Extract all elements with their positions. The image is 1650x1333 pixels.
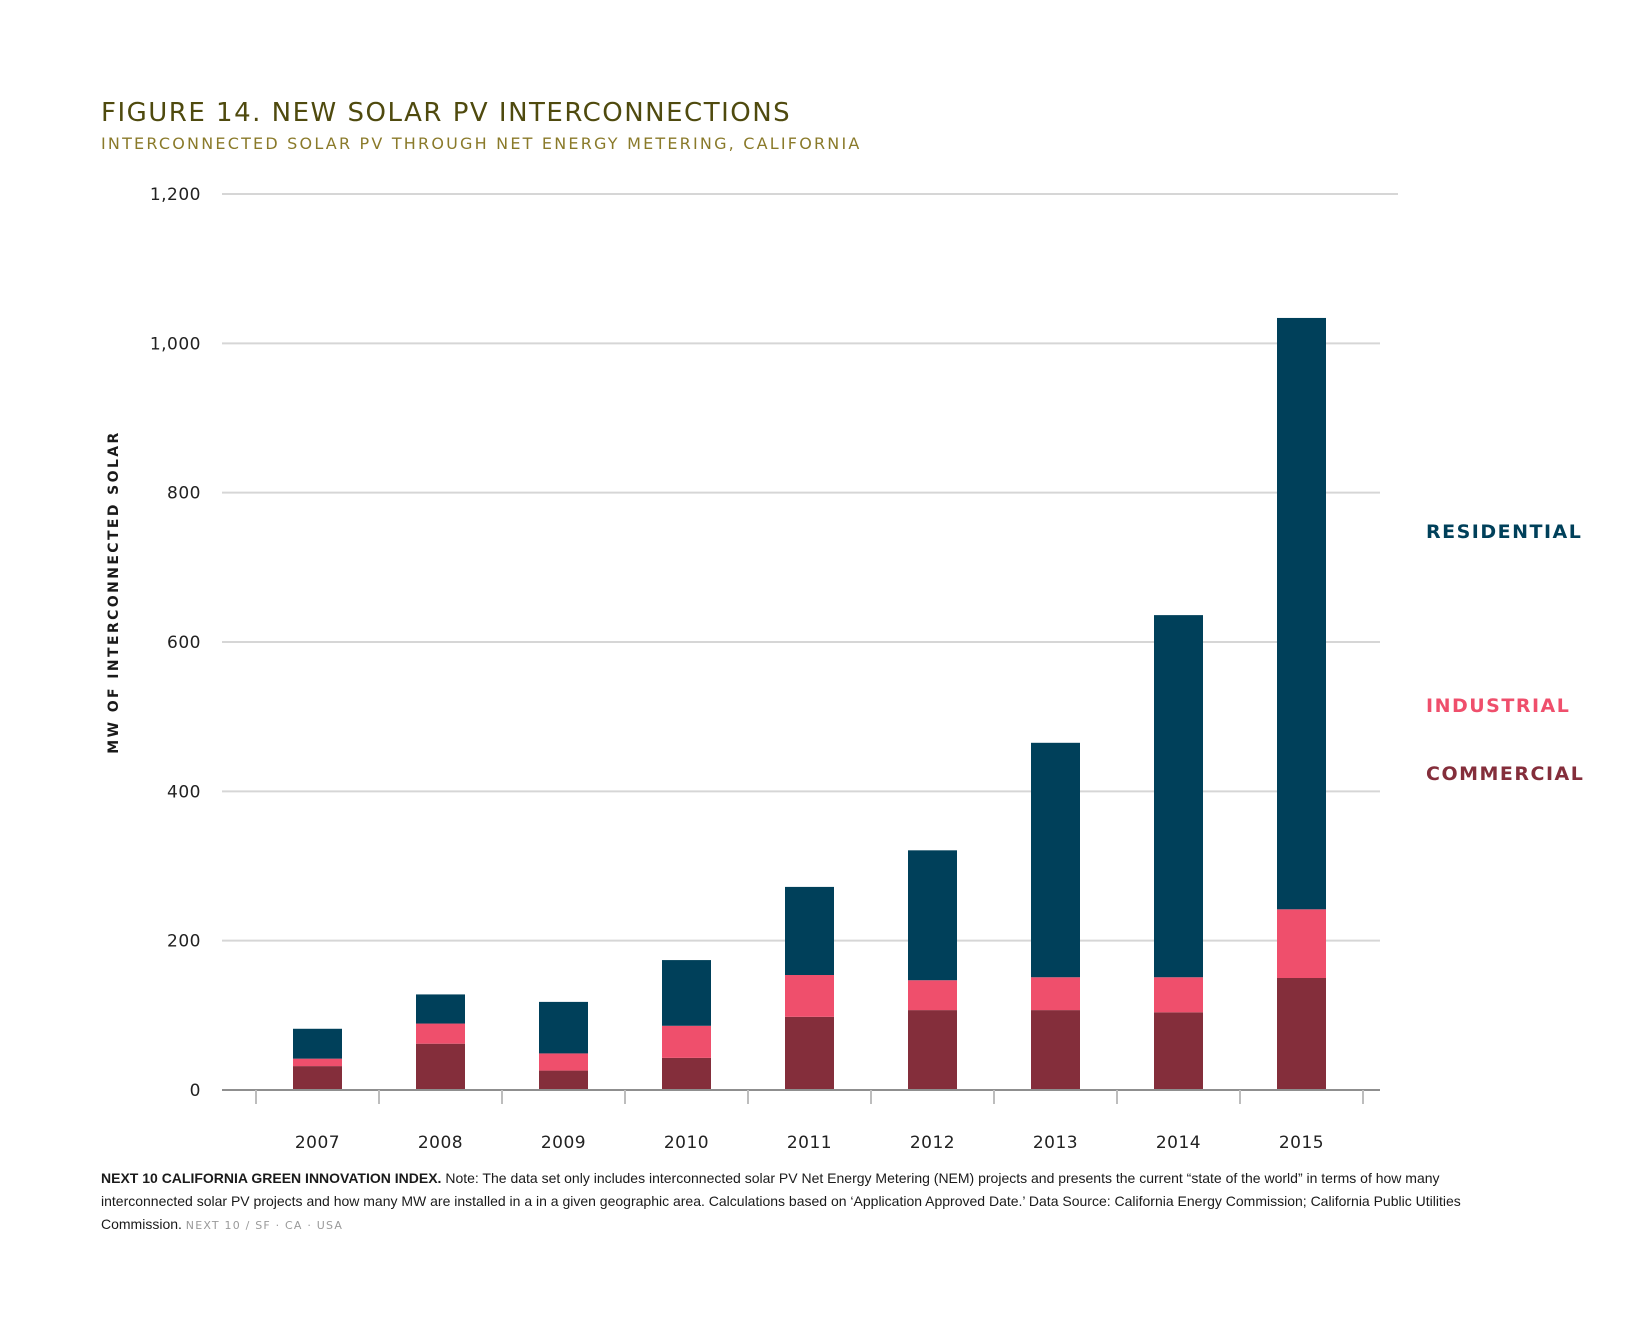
bar-commercial-2011 bbox=[785, 1016, 834, 1090]
footnote-text: Note: The data set only includes interco… bbox=[101, 1170, 1461, 1232]
bar-industrial-2011 bbox=[785, 975, 834, 1017]
bars bbox=[293, 317, 1326, 1090]
y-tick-label: 400 bbox=[167, 782, 201, 802]
y-tick-label: 1,200 bbox=[150, 185, 201, 205]
bar-residential-2014 bbox=[1154, 615, 1203, 978]
bar-commercial-2008 bbox=[416, 1043, 465, 1090]
bar-commercial-2015 bbox=[1277, 978, 1326, 1090]
legend-industrial: INDUSTRIAL bbox=[1426, 695, 1570, 717]
bar-commercial-2009 bbox=[539, 1070, 588, 1090]
y-axis-title: MW OF INTERCONNECTED SOLAR bbox=[106, 430, 122, 753]
footnote: NEXT 10 CALIFORNIA GREEN INNOVATION INDE… bbox=[101, 1167, 1521, 1237]
x-tick-label: 2013 bbox=[1033, 1133, 1078, 1153]
y-tick-label: 600 bbox=[167, 633, 201, 653]
bar-residential-2013 bbox=[1031, 742, 1080, 978]
bar-residential-2008 bbox=[416, 994, 465, 1024]
bar-residential-2011 bbox=[785, 886, 834, 976]
x-tick-label: 2009 bbox=[541, 1133, 586, 1153]
bar-industrial-2015 bbox=[1277, 909, 1326, 978]
bar-commercial-2013 bbox=[1031, 1010, 1080, 1090]
bar-residential-2015 bbox=[1277, 317, 1326, 910]
legend: RESIDENTIAL INDUSTRIAL COMMERCIAL bbox=[1426, 521, 1584, 785]
gridlines bbox=[222, 193, 1398, 942]
bar-industrial-2010 bbox=[662, 1025, 711, 1058]
bar-residential-2007 bbox=[293, 1028, 342, 1059]
bar-industrial-2014 bbox=[1154, 977, 1203, 1013]
footnote-brand: NEXT 10 / SF · CA · USA bbox=[185, 1219, 344, 1232]
bar-industrial-2007 bbox=[293, 1058, 342, 1067]
x-tick-label: 2014 bbox=[1156, 1133, 1201, 1153]
bar-industrial-2009 bbox=[539, 1053, 588, 1071]
y-tick-label: 1,000 bbox=[150, 334, 201, 354]
bar-commercial-2010 bbox=[662, 1057, 711, 1090]
x-tick-label: 2011 bbox=[787, 1133, 832, 1153]
bar-commercial-2007 bbox=[293, 1066, 342, 1090]
x-tick-label: 2015 bbox=[1279, 1133, 1324, 1153]
bar-industrial-2012 bbox=[908, 980, 957, 1011]
x-tick-label: 2008 bbox=[418, 1133, 463, 1153]
x-tick-label: 2010 bbox=[664, 1133, 709, 1153]
chart-title: FIGURE 14. NEW SOLAR PV INTERCONNECTIONS bbox=[101, 98, 792, 128]
bar-residential-2010 bbox=[662, 960, 711, 1026]
x-tick-label: 2012 bbox=[910, 1133, 955, 1153]
bar-residential-2009 bbox=[539, 1001, 588, 1054]
bar-industrial-2013 bbox=[1031, 977, 1080, 1011]
axes: 0 200 400 600 800 1,000 1,200 MW OF INTERCONNEC… bbox=[106, 185, 1380, 1153]
legend-residential: RESIDENTIAL bbox=[1426, 521, 1582, 543]
y-tick-label: 800 bbox=[167, 484, 201, 504]
bar-residential-2012 bbox=[908, 850, 957, 981]
chart-subtitle: INTERCONNECTED SOLAR PV THROUGH NET ENER… bbox=[101, 134, 862, 153]
y-tick-label: 200 bbox=[167, 932, 201, 952]
x-tick-label: 2007 bbox=[295, 1133, 340, 1153]
bar-commercial-2012 bbox=[908, 1010, 957, 1090]
footnote-lead: NEXT 10 CALIFORNIA GREEN INNOVATION INDE… bbox=[101, 1170, 442, 1186]
y-tick-label: 0 bbox=[190, 1081, 201, 1101]
legend-commercial: COMMERCIAL bbox=[1426, 763, 1584, 785]
bar-industrial-2008 bbox=[416, 1023, 465, 1044]
bar-commercial-2014 bbox=[1154, 1012, 1203, 1090]
